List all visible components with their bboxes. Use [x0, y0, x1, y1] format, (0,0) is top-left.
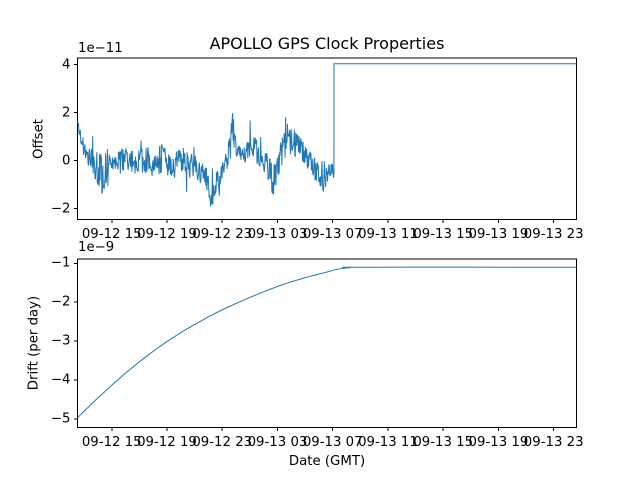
drift-line: [77, 266, 577, 419]
offset-line: [77, 63, 577, 207]
